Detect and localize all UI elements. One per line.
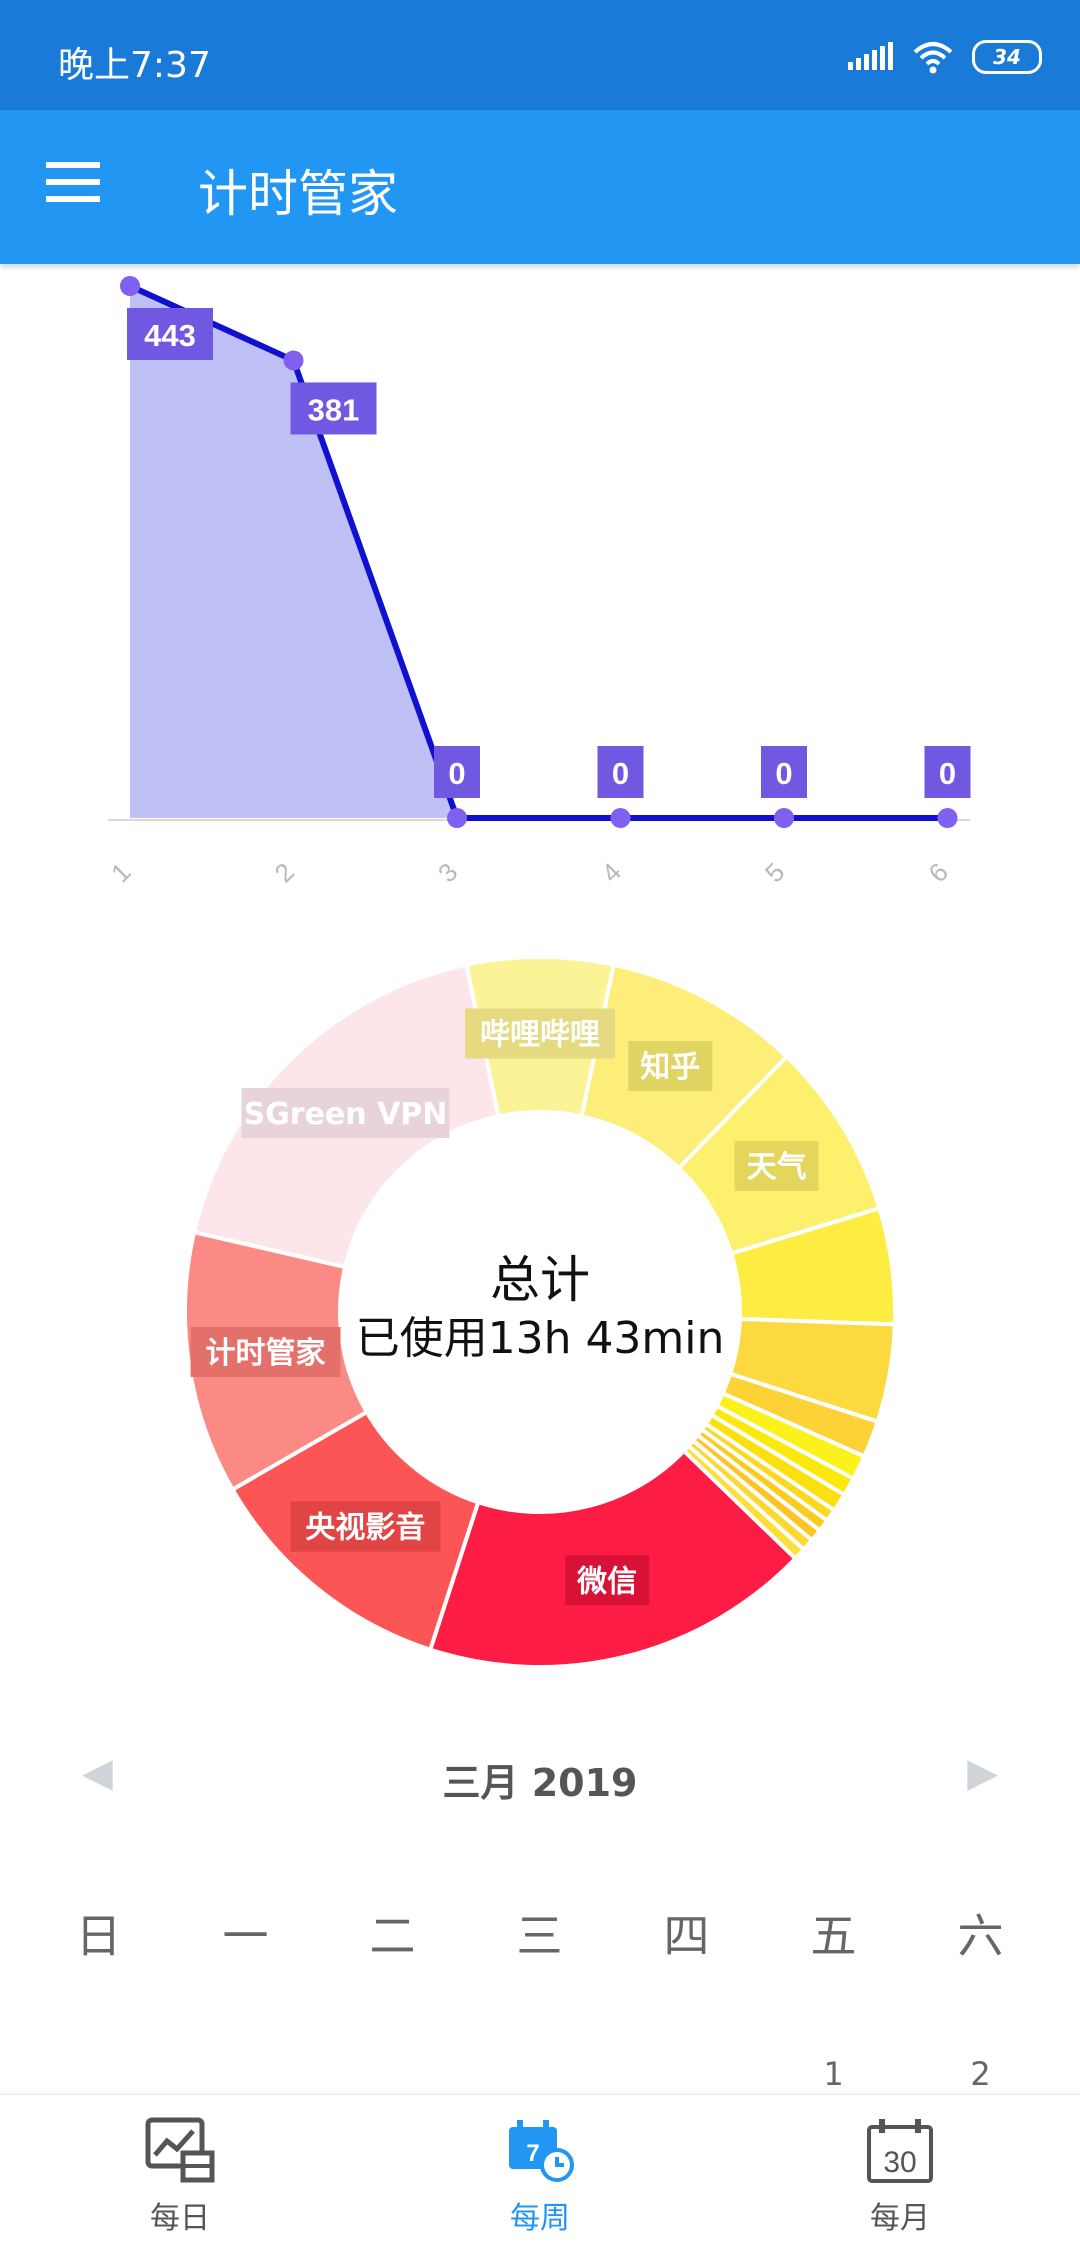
bottom-navigation: 每日 7 每周 30 每月 — [0, 2094, 1080, 2249]
donut-slice-label: 央视影音 — [305, 1511, 425, 1546]
chart-data-label-bg — [290, 382, 377, 435]
status-icons: 34 — [848, 40, 1042, 74]
weekday-sat: 六 — [957, 1909, 1004, 1963]
donut-slice-label: 知乎 — [640, 1050, 700, 1085]
chart-x-tick-label: 1 — [105, 857, 136, 888]
nav-daily-label: 每日 — [150, 2201, 210, 2236]
donut-slice-label: 天气 — [747, 1150, 807, 1185]
menu-icon[interactable] — [46, 162, 106, 212]
chart-x-tick-label: 2 — [269, 857, 300, 888]
monthly-icon-number: 30 — [883, 2146, 916, 2179]
calendar-day[interactable] — [25, 2055, 172, 2093]
donut-slice-label: 哔哩哔哩 — [480, 1018, 600, 1053]
donut-slice-label-bg — [628, 1040, 713, 1091]
nav-monthly[interactable]: 30 每月 — [790, 2117, 1010, 2237]
calendar-weekday-row: 日 一 二 三 四 五 六 — [0, 1900, 1080, 1966]
calendar-day[interactable]: 1 — [823, 2055, 844, 2093]
calendar-date-row: 1 2 — [0, 2055, 1080, 2093]
daily-chart-icon — [145, 2117, 215, 2183]
nav-monthly-label: 每月 — [870, 2201, 930, 2236]
donut-slice-label: 微信 — [576, 1564, 637, 1599]
calendar-next-button[interactable]: ▶ — [967, 1750, 998, 1796]
chart-data-label-bg — [127, 308, 213, 360]
nav-weekly[interactable]: 7 每周 — [430, 2117, 650, 2237]
chart-data-label: 0 — [612, 756, 629, 791]
chart-data-label: 0 — [939, 756, 956, 791]
chart-data-point — [610, 808, 631, 828]
calendar-day[interactable] — [172, 2055, 319, 2093]
chart-data-point — [447, 808, 467, 828]
signal-icon — [848, 42, 893, 70]
weekday-mon: 一 — [222, 1909, 269, 1963]
chart-data-label: 0 — [775, 756, 792, 791]
battery-icon: 34 — [972, 40, 1042, 74]
monthly-calendar-icon: 30 — [867, 2119, 933, 2183]
status-bar: 晚上7:37 34 — [0, 0, 1080, 110]
chart-data-label-bg — [761, 746, 807, 798]
weekday-thu: 四 — [663, 1909, 710, 1963]
weekday-sun: 日 — [75, 1909, 122, 1963]
donut-slice-label-bg — [465, 1008, 615, 1059]
weekday-wed: 三 — [516, 1909, 563, 1963]
status-time: 晚上7:37 — [58, 45, 211, 86]
weekly-icon-number: 7 — [526, 2140, 539, 2167]
calendar-prev-button[interactable]: ◀ — [82, 1750, 113, 1796]
donut-slice-label: SGreen VPN — [244, 1097, 448, 1132]
chart-data-point — [120, 276, 140, 296]
chart-data-label: 443 — [144, 318, 196, 353]
calendar-day[interactable] — [319, 2055, 466, 2093]
chart-data-label-bg — [597, 746, 644, 798]
nav-daily[interactable]: 每日 — [70, 2117, 290, 2237]
calendar-day[interactable] — [466, 2055, 613, 2093]
chart-area-fill — [130, 286, 948, 818]
calendar-day[interactable]: 2 — [970, 2055, 991, 2093]
usage-area-chart: 443 381 0 0 0 0 1 2 3 4 5 6 — [105, 276, 971, 888]
chart-x-tick-label: 4 — [596, 857, 627, 888]
chart-series-line — [128, 283, 948, 821]
chart-data-point — [774, 808, 794, 828]
donut-slice-label-bg — [734, 1141, 819, 1192]
donut-slice-label-bg — [241, 1088, 450, 1139]
weekday-tue: 二 — [369, 1909, 416, 1963]
calendar-month-label: 三月 2019 — [442, 1761, 638, 1805]
donut-total-value: 已使用13h 43min — [355, 1313, 725, 1364]
donut-slice-label-bg — [190, 1327, 341, 1378]
donut-total-label: 总计 — [490, 1251, 590, 1309]
calendar-day[interactable] — [613, 2055, 760, 2093]
weekday-fri: 五 — [810, 1909, 857, 1963]
chart-data-label-bg — [924, 746, 971, 798]
donut-slice-label-bg — [290, 1501, 441, 1552]
donut-slice-label-bg — [565, 1555, 650, 1606]
chart-x-tick-label: 5 — [759, 857, 790, 888]
chart-x-tick-label: 3 — [432, 857, 463, 888]
weekly-calendar-icon: 7 — [509, 2120, 574, 2182]
app-bar: 计时管家 — [0, 110, 1080, 264]
chart-data-point — [283, 350, 304, 371]
chart-data-label: 0 — [448, 756, 465, 791]
wifi-icon — [913, 42, 953, 74]
nav-weekly-label: 每周 — [510, 2201, 570, 2236]
chart-x-tick-label: 6 — [923, 857, 954, 888]
app-title: 计时管家 — [198, 165, 398, 223]
donut-slice-label: 计时管家 — [206, 1336, 326, 1371]
chart-data-label: 381 — [308, 392, 360, 427]
chart-data-point — [937, 808, 958, 828]
chart-data-label-bg — [434, 746, 480, 798]
